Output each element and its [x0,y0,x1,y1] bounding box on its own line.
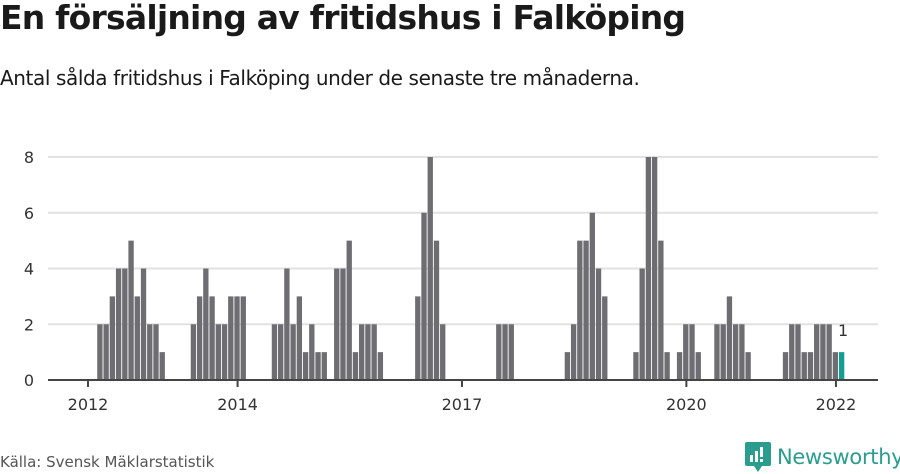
bar [570,324,577,380]
x-tick-label: 2017 [442,395,483,414]
bar [714,324,720,380]
bar [433,240,440,381]
bar [315,352,321,381]
bar [115,268,122,380]
bar [695,352,701,381]
bar [427,157,433,380]
bar [359,324,365,380]
bar [733,324,739,380]
x-tick-label: 2012 [68,395,109,414]
bar [334,268,340,380]
bar [826,324,832,380]
bar [122,268,128,380]
bar [645,157,652,380]
bar [801,352,807,381]
bar-highlight [838,352,845,381]
y-tick-label: 8 [24,148,34,167]
bar [159,352,165,381]
bar [371,324,377,380]
bar [583,240,589,381]
bar [421,212,427,380]
bar [365,324,371,380]
bar [502,324,508,380]
newsworthy-logo-icon [745,442,771,472]
bar [639,268,645,380]
bar [346,240,352,381]
bar [807,352,814,381]
chart-title: En försäljning av fritidshus i Falköping [0,0,686,37]
bars: 1 [97,157,848,381]
bar [321,352,327,381]
bar [140,268,147,380]
bar [153,324,159,380]
bar [240,296,246,381]
bar [589,212,595,380]
bar [209,296,215,381]
bar [290,324,296,380]
x-tick-label: 2022 [816,395,857,414]
bar [196,296,203,381]
bar [720,324,726,380]
bar [739,324,745,380]
bar [795,324,801,380]
x-tick-label: 2020 [666,395,707,414]
bar [296,296,303,381]
x-tick-label: 2014 [217,395,258,414]
bar [820,324,826,380]
bar [128,240,134,381]
bar [352,352,359,381]
bar [602,296,608,381]
bar [134,296,140,381]
bar [789,324,795,380]
bar [147,324,153,380]
x-axis: 2012 2014 2017 2020 2022 [48,379,878,414]
source-note: Källa: Svensk Mäklarstatistik [0,453,215,471]
bar [302,352,309,381]
bar [284,268,290,380]
bar [234,296,240,381]
bar [215,324,221,380]
bar [651,157,658,380]
bar [190,324,197,380]
bar [683,324,689,380]
bar [658,240,664,381]
bar [508,324,514,380]
bar [564,352,571,381]
bar [103,324,109,380]
bar [377,352,384,381]
bar [277,324,284,380]
bar [228,296,234,381]
bar [832,352,839,381]
bar [203,268,209,380]
bar [726,296,733,381]
y-tick-label: 2 [24,315,34,334]
highlight-value-label: 1 [838,321,848,340]
bar [97,324,103,380]
y-tick-label: 4 [24,260,34,279]
brand-name: Newsworthy [777,445,900,469]
bar [440,324,446,380]
y-tick-label: 0 [24,371,34,390]
bar [340,268,346,380]
brand-logo: Newsworthy [745,442,900,472]
bar [415,296,421,381]
bar [109,296,116,381]
chart-subtitle: Antal sålda fritidshus i Falköping under… [0,66,640,90]
bar [745,352,751,381]
bar [814,324,820,380]
y-tick-label: 6 [24,204,34,223]
bar [782,352,789,381]
bar [689,324,695,380]
bar [309,324,315,380]
bar [633,352,639,381]
bar [595,268,602,380]
bar [271,324,278,380]
bar [221,324,228,380]
gridlines: 0 2 4 6 8 [24,148,878,390]
bar [676,352,683,381]
bar [496,324,502,380]
bar [664,352,670,381]
bar [577,240,583,381]
